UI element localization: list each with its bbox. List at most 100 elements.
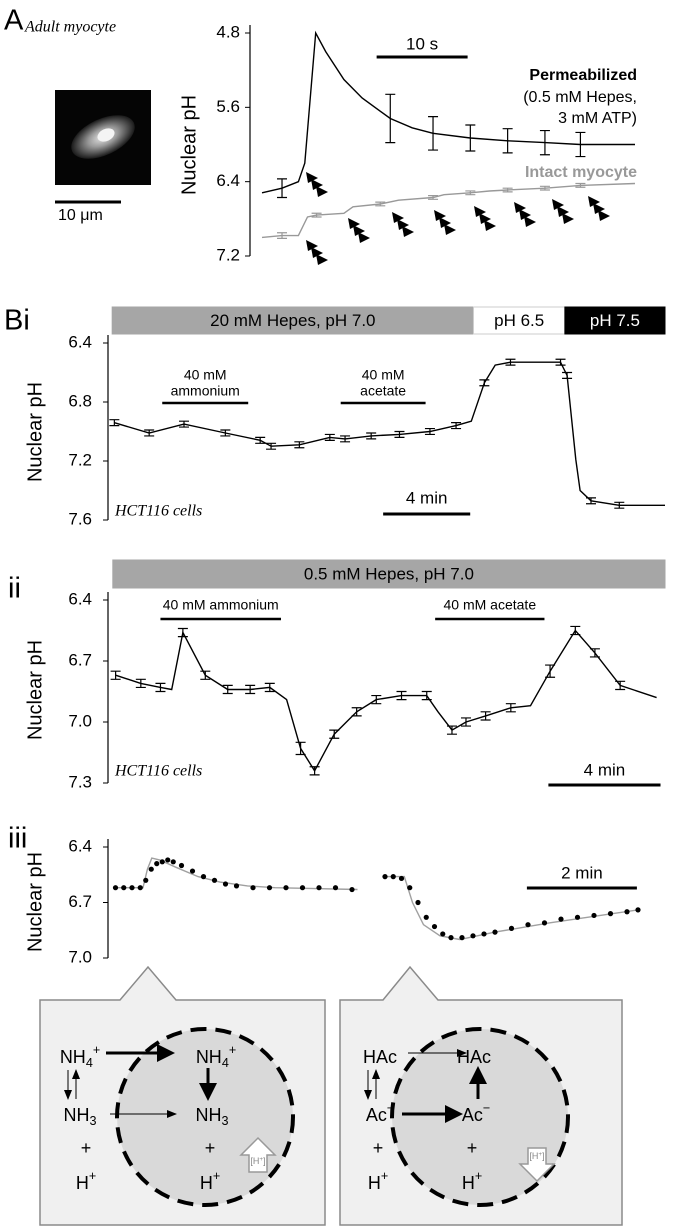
error-bar	[505, 358, 516, 366]
error-bar	[309, 766, 320, 776]
error-bar	[479, 379, 490, 387]
panel-label: ii	[8, 573, 21, 605]
label-part: +	[467, 1138, 478, 1158]
stimulus-arrow	[402, 226, 414, 237]
data-point	[382, 874, 388, 880]
stimulus-arrow	[358, 232, 370, 243]
stimulus-arrows	[306, 172, 610, 265]
y-tick-label: 6.4	[68, 589, 92, 608]
error-bar	[396, 690, 407, 701]
label-part: NH	[195, 1105, 221, 1125]
data-point	[211, 877, 218, 883]
error-bar	[424, 427, 435, 436]
error-bar	[245, 684, 256, 695]
condition-label: pH 7.5	[590, 311, 640, 330]
time-scale-label: 2 min	[561, 863, 603, 882]
panel-label: A	[4, 5, 24, 37]
label-part: −	[483, 1101, 490, 1115]
data-point	[129, 885, 135, 891]
error-bar	[220, 429, 231, 437]
data-point	[283, 885, 289, 891]
y-tick-label: 6.8	[68, 391, 92, 410]
species-label: NH4+	[60, 1043, 100, 1070]
stimulus-arrow	[444, 224, 456, 235]
y-tick-label: 7.0	[68, 947, 92, 966]
error-bar	[255, 436, 266, 444]
y-axis-label: Nuclear pH	[24, 852, 46, 952]
data-point	[299, 885, 306, 891]
error-bar	[570, 625, 581, 636]
error-bar	[555, 358, 566, 366]
stimulus-arrow	[557, 206, 569, 217]
error-bar	[575, 182, 586, 188]
error-bar	[465, 190, 476, 196]
data-point	[170, 859, 176, 865]
icon-label: [H+]	[529, 1151, 544, 1162]
error-bar	[311, 212, 322, 218]
stimulus-arrow	[479, 213, 491, 224]
error-bar	[135, 678, 146, 689]
condition-label: pH 6.5	[494, 311, 544, 330]
data-point	[200, 874, 207, 880]
stimulus-arrow	[392, 212, 404, 223]
error-bar	[502, 128, 513, 154]
data-point	[574, 914, 581, 920]
error-bar	[375, 201, 386, 207]
error-bar	[277, 178, 288, 199]
label-part: HAc	[457, 1047, 491, 1067]
data-point	[415, 899, 421, 906]
error-bar	[480, 711, 491, 721]
error-bar	[200, 670, 211, 680]
label-part: ]	[542, 1151, 545, 1161]
error-bar	[615, 680, 626, 691]
stimulus-arrow	[552, 199, 564, 210]
label-part: NH	[60, 1047, 86, 1067]
label-part: ]	[263, 1156, 266, 1166]
data-point	[148, 866, 154, 872]
time-scale-label: 4 min	[584, 760, 626, 779]
trace-line	[261, 182, 636, 239]
y-axis-label: Nuclear pH	[24, 640, 46, 740]
error-bar	[562, 371, 573, 379]
y-tick-label: 7.6	[68, 509, 92, 528]
error-bar	[394, 430, 405, 438]
data-point	[481, 931, 487, 937]
error-bar	[428, 116, 439, 151]
error-bar	[329, 729, 340, 739]
label-part: +	[538, 1151, 542, 1158]
label-part: +	[373, 1138, 384, 1158]
subtitle: Adult myocyte	[24, 19, 116, 36]
label-part: +	[81, 1138, 92, 1158]
data-point	[154, 861, 160, 867]
error-bar	[366, 432, 377, 440]
trace-line	[114, 361, 665, 506]
treatment-label: 40 mM	[362, 367, 405, 383]
error-bar	[545, 664, 556, 678]
data-point	[624, 909, 630, 915]
stimulus-arrow	[519, 209, 531, 220]
species-label: +	[81, 1138, 92, 1158]
data-point	[189, 868, 196, 874]
label-part: 4	[222, 1056, 229, 1070]
cell-label: HCT116 cells	[114, 503, 202, 520]
label-part: H	[200, 1173, 213, 1193]
label-part: +	[93, 1043, 100, 1057]
data-point	[635, 907, 641, 913]
condition-label: 20 mM Hepes, pH 7.0	[210, 311, 375, 330]
series-note: 3 mM ATP)	[558, 110, 637, 127]
error-bar	[144, 429, 155, 437]
label-part: Ac	[366, 1105, 387, 1125]
error-bar	[586, 497, 596, 505]
species-label: +	[205, 1138, 216, 1158]
condition-bar	[472, 306, 566, 335]
stimulus-arrow	[397, 219, 409, 230]
error-bar	[177, 627, 188, 638]
y-tick-label: 6.4	[68, 836, 92, 855]
data-point	[112, 885, 119, 891]
trace-line	[115, 857, 639, 941]
stimulus-arrow	[306, 172, 318, 183]
data-point	[137, 885, 143, 891]
series-label: Intact myocyte	[525, 164, 637, 181]
